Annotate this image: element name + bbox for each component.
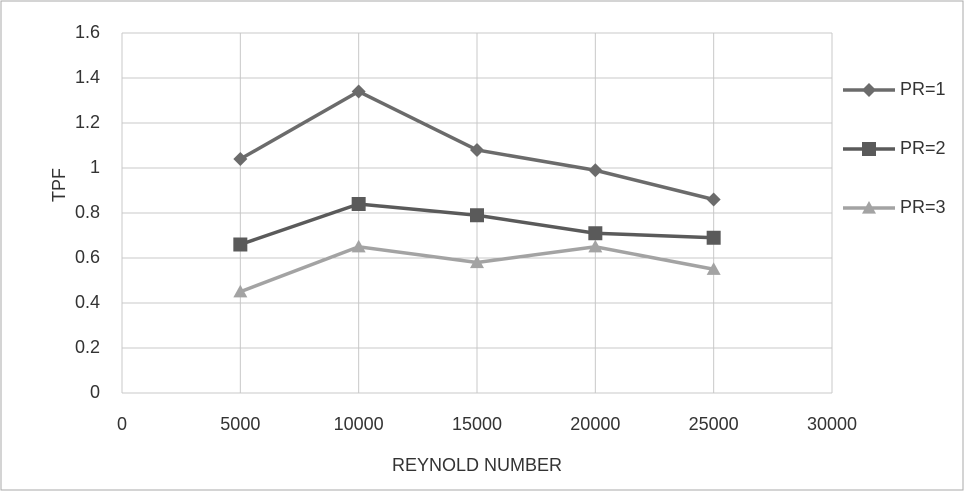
x-tick-label: 30000 <box>807 414 857 434</box>
marker <box>862 201 876 214</box>
marker <box>588 163 603 178</box>
y-axis-label: TPF <box>49 168 69 202</box>
marker <box>588 226 603 241</box>
y-tick-label: 0.6 <box>75 247 100 267</box>
marker <box>706 262 721 275</box>
x-tick-label: 25000 <box>689 414 739 434</box>
marker <box>706 230 721 245</box>
x-tick-label: 10000 <box>334 414 384 434</box>
marker <box>351 84 366 99</box>
marker <box>470 143 484 157</box>
y-tick-label: 1.4 <box>75 67 100 87</box>
legend-label: PR=3 <box>900 197 946 217</box>
marker <box>233 284 248 298</box>
x-tick-label: 0 <box>117 414 127 434</box>
x-tick-label: 15000 <box>452 414 502 434</box>
marker <box>862 142 876 156</box>
marker <box>351 239 366 253</box>
marker <box>470 208 484 223</box>
marker <box>233 152 248 166</box>
y-tick-label: 0 <box>90 382 100 402</box>
legend-label: PR=2 <box>900 138 946 158</box>
x-tick-label: 20000 <box>570 414 620 434</box>
marker <box>351 197 366 211</box>
y-tick-label: 1 <box>90 157 100 177</box>
y-tick-label: 0.2 <box>75 337 100 357</box>
x-axis-label: REYNOLD NUMBER <box>392 455 562 475</box>
y-tick-label: 0.8 <box>75 202 100 222</box>
y-tick-label: 0.4 <box>75 292 100 312</box>
marker <box>588 239 603 253</box>
legend-label: PR=1 <box>900 79 946 99</box>
y-tick-label: 1.2 <box>75 112 100 132</box>
marker <box>470 255 484 269</box>
x-tick-label: 5000 <box>220 414 260 434</box>
marker <box>706 192 721 207</box>
marker <box>862 83 876 97</box>
y-tick-label: 1.6 <box>75 22 100 42</box>
marker <box>233 237 248 252</box>
